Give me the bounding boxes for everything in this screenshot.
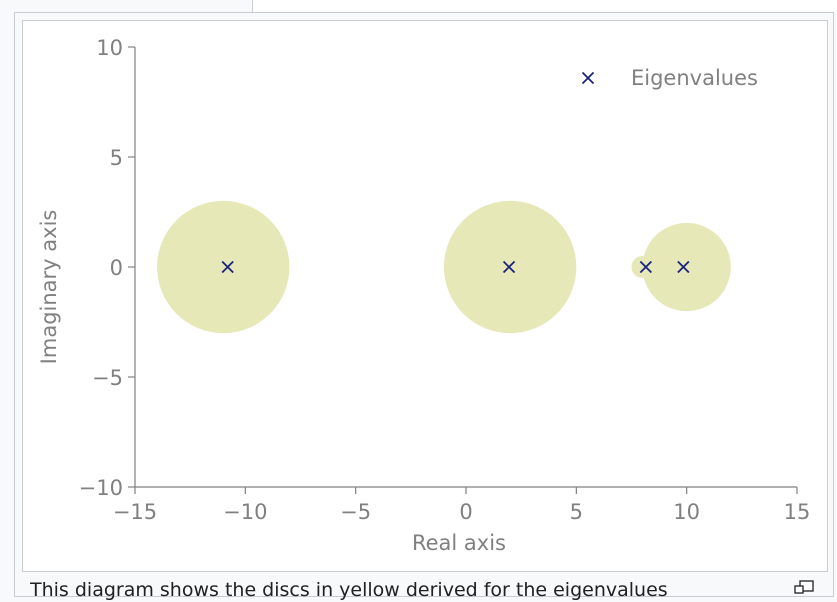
y-tick-label-1: −5 <box>92 366 123 390</box>
y-tick-label-0: −10 <box>79 476 123 500</box>
eigenvalue-point-2 <box>639 260 652 274</box>
x-tick-label-4: 5 <box>570 500 583 524</box>
eigenvalue-point-3 <box>677 260 690 274</box>
x-tick-label-1: −10 <box>223 500 267 524</box>
x-tick-label-6: 15 <box>784 500 811 524</box>
plot-container[interactable]: −15 −10 −5 0 5 10 15 −10 −5 0 5 10 Real axis Imaginar… <box>22 20 828 572</box>
x-tick-label-3: 0 <box>459 500 472 524</box>
y-tick-label-3: 5 <box>110 146 123 170</box>
figure-caption: This diagram shows the discs in yellow d… <box>30 579 668 601</box>
x-tick-label-0: −15 <box>113 500 157 524</box>
x-tick-label-5: 10 <box>673 500 700 524</box>
gershgorin-disc-0 <box>157 200 290 334</box>
eigenvalue-point-1 <box>502 260 516 274</box>
eigenvalue-point-0 <box>221 260 234 274</box>
y-axis-label: Imaginary axis <box>37 210 61 365</box>
top-content-strip <box>252 0 837 12</box>
legend-label: Eigenvalues <box>631 66 758 90</box>
x-tick-label-2: −5 <box>340 500 371 524</box>
gershgorin-disc-3 <box>642 222 731 312</box>
y-tick-label-4: 10 <box>96 36 123 60</box>
y-tick-label-2: 0 <box>110 256 123 280</box>
legend-marker-icon <box>581 71 595 85</box>
x-axis-label: Real axis <box>412 531 506 555</box>
